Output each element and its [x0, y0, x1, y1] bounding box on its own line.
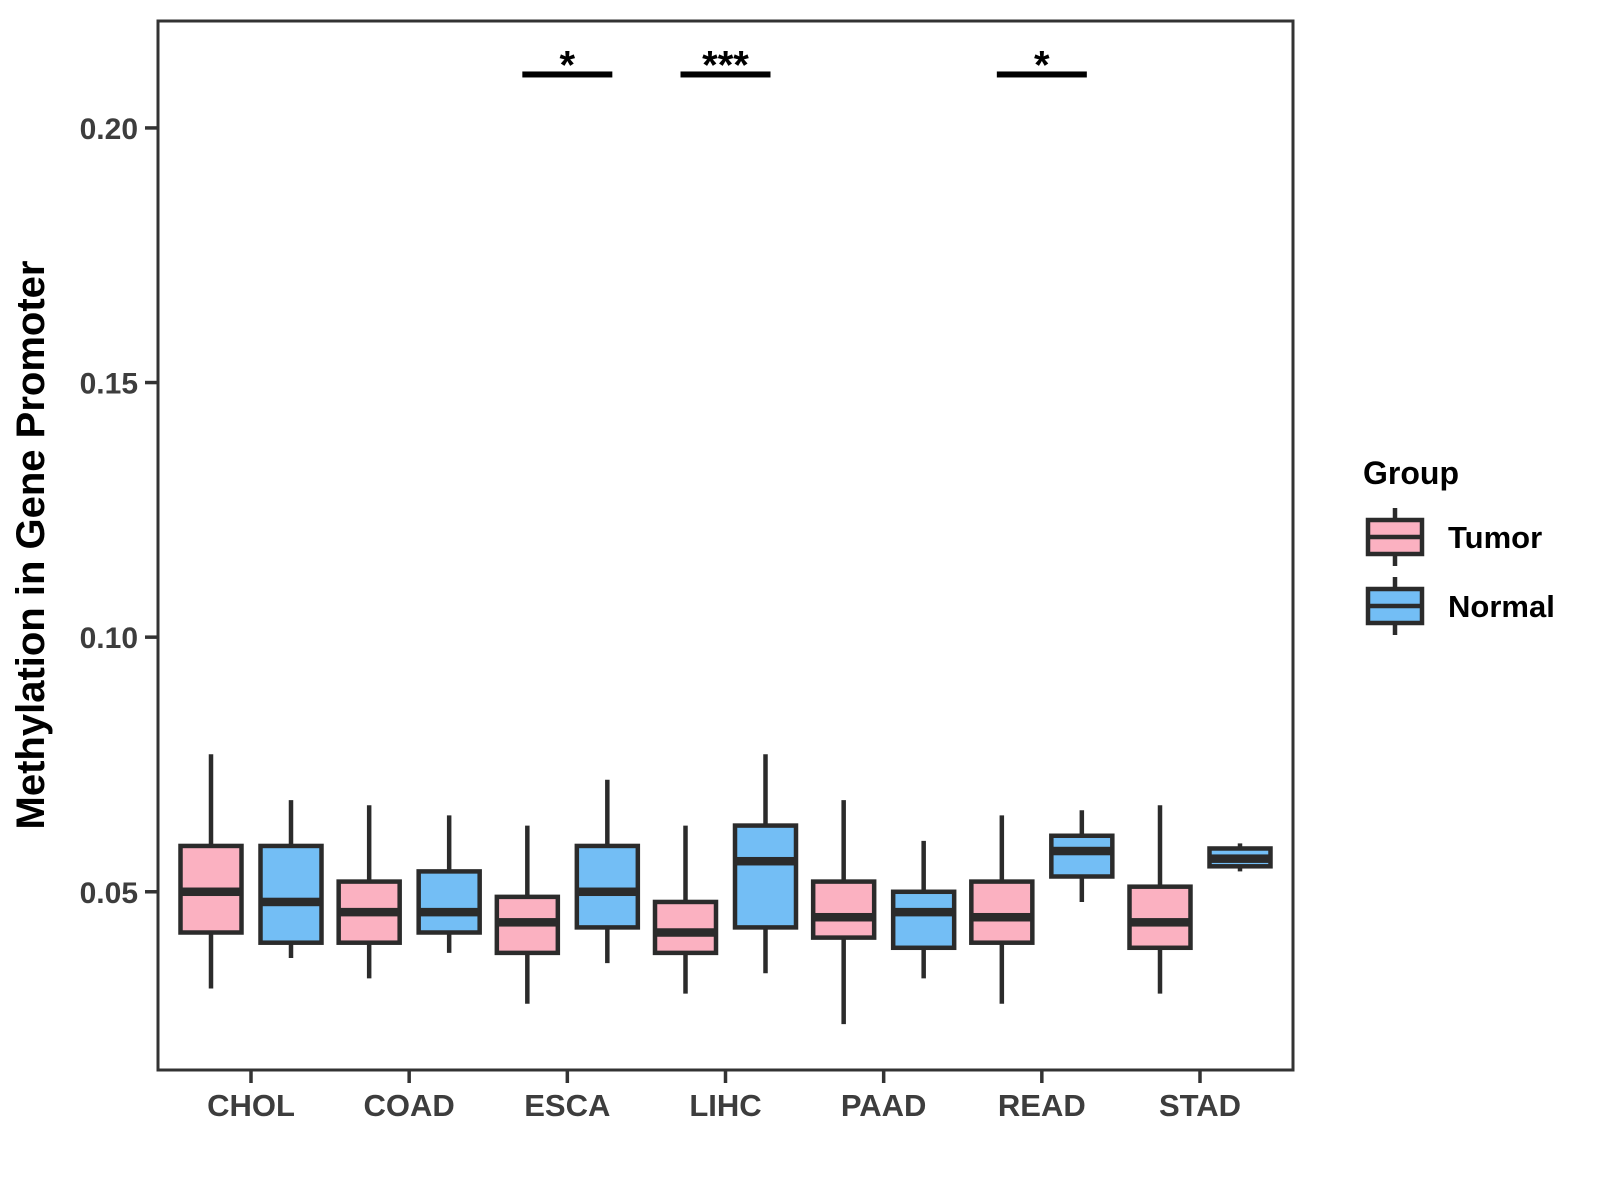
y-tick-label-0.20: 0.20: [80, 113, 138, 146]
legend-label-normal: Normal: [1448, 589, 1555, 624]
box-normal-LIHC: [732, 823, 799, 930]
sig-label-LIHC: ***: [702, 43, 749, 87]
y-tick-label-0.10: 0.10: [80, 622, 138, 655]
median-tumor-ESCA: [496, 918, 558, 927]
median-tumor-STAD: [1129, 918, 1191, 927]
y-axis-title: Methylation in Gene Promoter: [9, 261, 53, 830]
median-normal-CHOL: [260, 897, 322, 907]
box-normal-COAD: [416, 869, 482, 935]
legend-title: Group: [1363, 455, 1459, 491]
y-tick-label-0.15: 0.15: [80, 368, 138, 401]
median-normal-COAD: [418, 907, 480, 917]
sig-label-READ: *: [1034, 43, 1050, 87]
category-label-CHOL: CHOL: [207, 1088, 295, 1123]
category-label-READ: READ: [998, 1088, 1086, 1123]
median-normal-STAD: [1209, 854, 1271, 863]
box-tumor-READ: [969, 879, 1035, 945]
category-label-STAD: STAD: [1159, 1088, 1241, 1123]
legend: Group Tumor Normal: [1363, 455, 1555, 635]
median-tumor-COAD: [338, 907, 400, 917]
box-normal-PAAD: [890, 889, 957, 951]
category-label-LIHC: LIHC: [689, 1088, 761, 1123]
box-tumor-PAAD: [810, 879, 877, 940]
median-tumor-CHOL: [180, 887, 242, 897]
category-label-ESCA: ESCA: [524, 1088, 610, 1123]
median-normal-ESCA: [576, 887, 638, 897]
box-normal-READ: [1049, 833, 1115, 879]
category-label-PAAD: PAAD: [841, 1088, 927, 1123]
median-normal-READ: [1051, 846, 1113, 856]
sig-bar-LIHC: [680, 71, 771, 78]
sig-label-ESCA: *: [560, 43, 576, 87]
panel-border: [156, 19, 1295, 1072]
median-normal-PAAD: [893, 907, 955, 917]
median-tumor-LIHC: [655, 928, 716, 937]
box-tumor-LIHC: [652, 899, 719, 956]
sig-bar-ESCA: [522, 71, 613, 78]
legend-label-tumor: Tumor: [1448, 520, 1542, 555]
category-label-COAD: COAD: [364, 1088, 455, 1123]
plot-area: 0.05 0.10 0.15 0.20 CHOL COAD ESCA LIHC PAAD READ…: [80, 19, 1295, 1123]
box-normal-ESCA: [574, 843, 641, 930]
y-tick-label-0.05: 0.05: [80, 877, 138, 910]
sig-bar-READ: [996, 71, 1087, 78]
box-tumor-STAD: [1127, 884, 1193, 951]
median-normal-LIHC: [735, 856, 796, 866]
legend-key-tumor-glyph: [1365, 508, 1425, 566]
median-tumor-PAAD: [813, 912, 875, 922]
median-tumor-READ: [971, 912, 1033, 922]
box-normal-CHOL: [258, 843, 324, 945]
legend-key-normal-glyph: [1365, 577, 1425, 635]
